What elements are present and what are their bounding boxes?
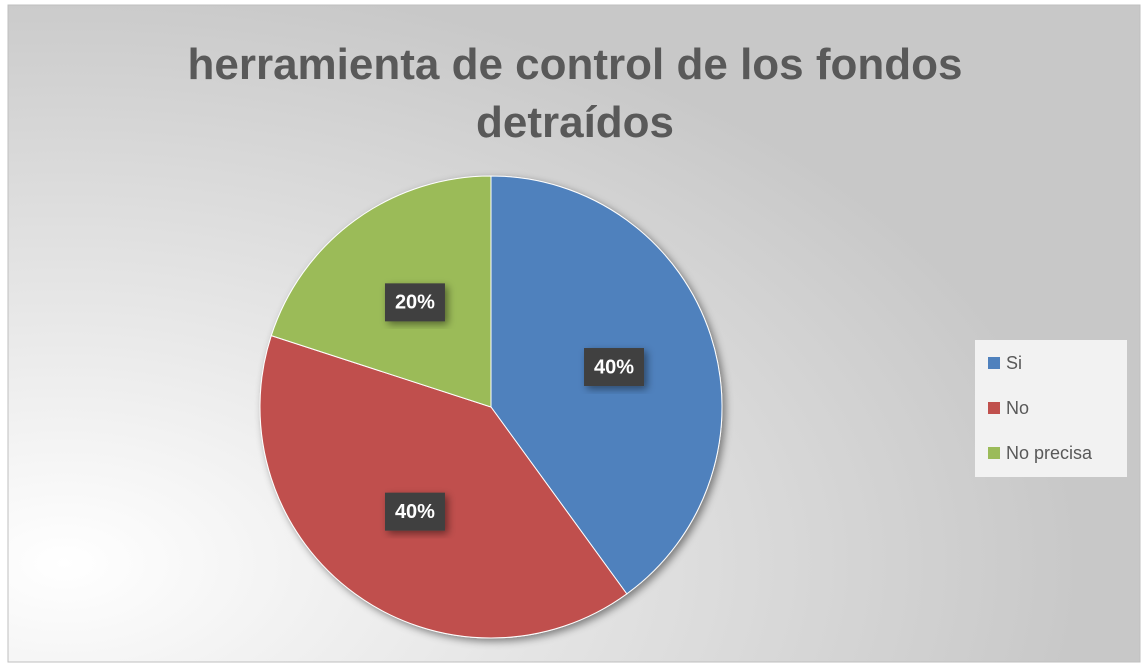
legend-label: Si <box>1006 353 1022 373</box>
legend-box <box>975 340 1127 477</box>
pie-slice <box>270 175 492 408</box>
data-label-box <box>584 348 645 387</box>
data-label-box <box>384 283 445 322</box>
legend-swatch <box>988 447 1000 459</box>
data-label: 20% <box>395 292 435 314</box>
pie <box>259 175 723 639</box>
pie-slice <box>259 334 628 639</box>
legend-swatch <box>988 357 1000 369</box>
chart-title: herramienta de control de los fondos det… <box>187 40 963 147</box>
data-label: 40% <box>395 501 435 523</box>
data-label: 40% <box>594 356 634 378</box>
legend-label: No precisa <box>1006 443 1093 463</box>
legend-swatch <box>988 402 1000 414</box>
legend-label: No <box>1006 398 1029 418</box>
data-label-box <box>384 492 445 531</box>
